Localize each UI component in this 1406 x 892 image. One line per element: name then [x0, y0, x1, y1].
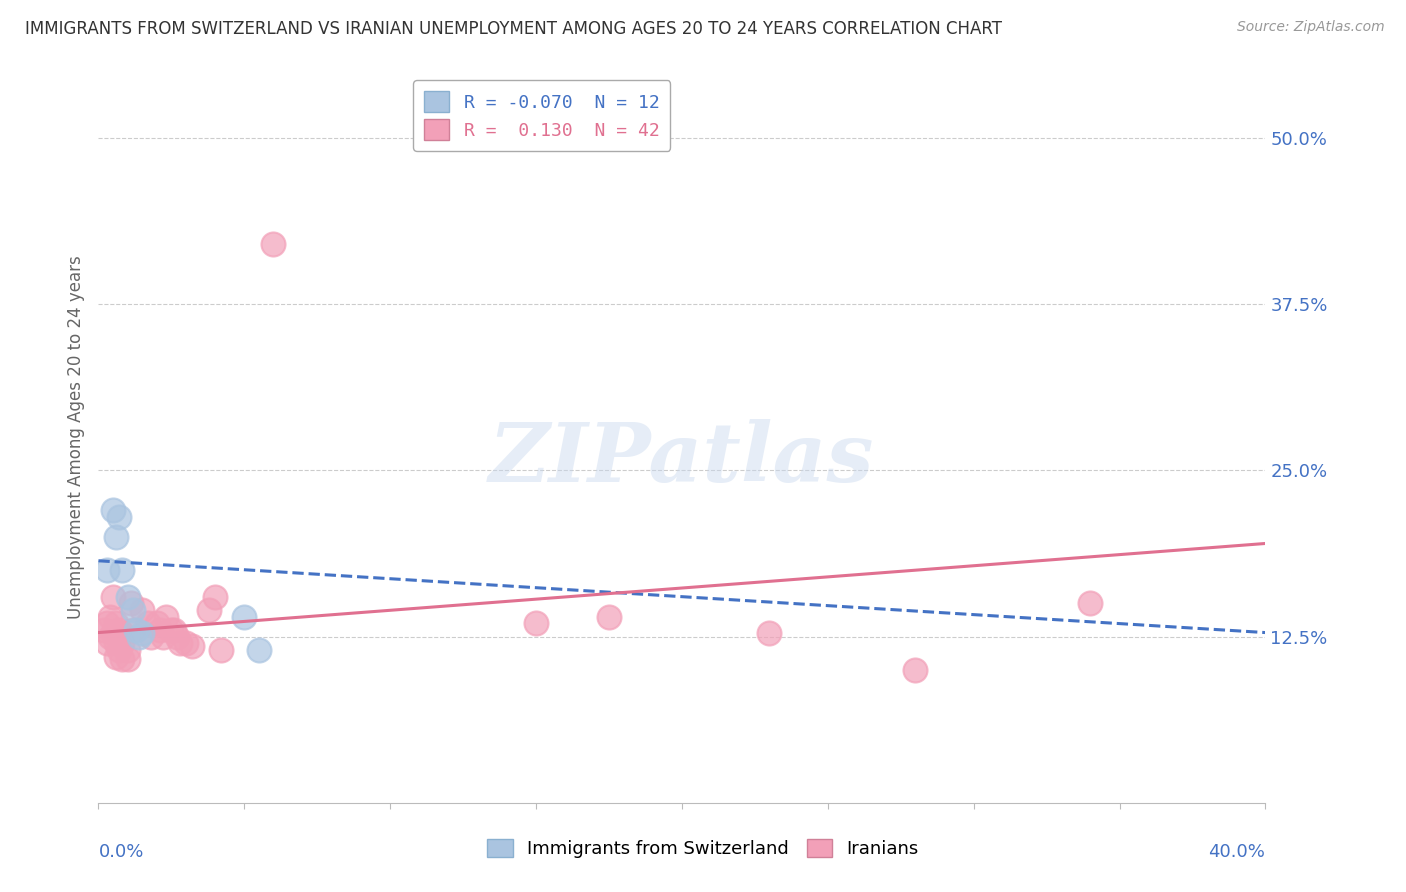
Point	[174, 636, 197, 650]
Point	[96, 636, 118, 650]
Point	[108, 623, 131, 637]
Text: ZIPatlas: ZIPatlas	[489, 419, 875, 499]
Point	[111, 625, 134, 640]
Point	[155, 609, 177, 624]
Point	[139, 630, 162, 644]
Point	[104, 530, 127, 544]
Point	[108, 509, 131, 524]
Point	[125, 623, 148, 637]
Point	[149, 623, 172, 637]
Point	[122, 623, 145, 637]
Point	[204, 590, 226, 604]
Text: Source: ZipAtlas.com: Source: ZipAtlas.com	[1237, 20, 1385, 34]
Point	[198, 603, 221, 617]
Point	[163, 623, 186, 637]
Point	[101, 590, 124, 604]
Point	[233, 609, 256, 624]
Text: 40.0%: 40.0%	[1209, 843, 1265, 861]
Point	[96, 563, 118, 577]
Point	[166, 630, 188, 644]
Point	[104, 636, 127, 650]
Point	[128, 630, 150, 644]
Point	[98, 609, 121, 624]
Point	[117, 590, 139, 604]
Legend: R = -0.070  N = 12, R =  0.130  N = 42: R = -0.070 N = 12, R = 0.130 N = 42	[413, 80, 671, 151]
Point	[758, 625, 780, 640]
Text: IMMIGRANTS FROM SWITZERLAND VS IRANIAN UNEMPLOYMENT AMONG AGES 20 TO 24 YEARS CO: IMMIGRANTS FROM SWITZERLAND VS IRANIAN U…	[25, 20, 1002, 37]
Point	[136, 616, 159, 631]
Point	[122, 603, 145, 617]
Point	[108, 643, 131, 657]
Point	[131, 603, 153, 617]
Point	[111, 636, 134, 650]
Point	[1080, 596, 1102, 610]
Text: 0.0%: 0.0%	[98, 843, 143, 861]
Point	[96, 616, 118, 631]
Legend: Immigrants from Switzerland, Iranians: Immigrants from Switzerland, Iranians	[479, 831, 927, 865]
Point	[209, 643, 232, 657]
Point	[904, 663, 927, 677]
Point	[101, 625, 124, 640]
Point	[160, 623, 183, 637]
Point	[169, 636, 191, 650]
Point	[117, 643, 139, 657]
Point	[152, 630, 174, 644]
Y-axis label: Unemployment Among Ages 20 to 24 years: Unemployment Among Ages 20 to 24 years	[66, 255, 84, 619]
Point	[120, 596, 142, 610]
Point	[111, 652, 134, 666]
Point	[247, 643, 270, 657]
Point	[104, 616, 127, 631]
Point	[98, 630, 121, 644]
Point	[111, 563, 134, 577]
Point	[146, 616, 169, 631]
Point	[117, 652, 139, 666]
Point	[108, 630, 131, 644]
Point	[104, 649, 127, 664]
Point	[180, 639, 202, 653]
Point	[598, 609, 620, 624]
Point	[262, 237, 284, 252]
Point	[131, 625, 153, 640]
Point	[93, 623, 115, 637]
Point	[101, 503, 124, 517]
Point	[524, 616, 547, 631]
